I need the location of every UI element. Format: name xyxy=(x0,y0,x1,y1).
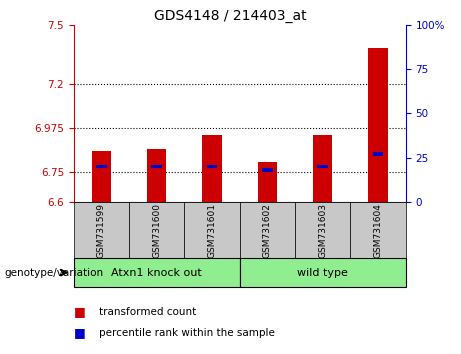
Bar xyxy=(74,202,129,258)
Bar xyxy=(92,151,111,202)
Bar xyxy=(96,165,107,168)
Bar xyxy=(240,258,406,287)
Text: GSM731600: GSM731600 xyxy=(152,202,161,258)
Text: GSM731603: GSM731603 xyxy=(318,202,327,258)
Bar xyxy=(262,168,273,171)
Bar xyxy=(207,165,218,168)
Text: percentile rank within the sample: percentile rank within the sample xyxy=(99,328,275,338)
Bar xyxy=(151,165,162,168)
Text: Atxn1 knock out: Atxn1 knock out xyxy=(112,268,202,278)
Text: GSM731604: GSM731604 xyxy=(373,202,383,258)
Bar xyxy=(372,152,384,155)
Bar xyxy=(258,162,277,202)
Bar xyxy=(313,135,332,202)
Bar xyxy=(74,258,240,287)
Bar xyxy=(129,202,184,258)
Text: GSM731599: GSM731599 xyxy=(97,202,106,258)
Text: GDS4148 / 214403_at: GDS4148 / 214403_at xyxy=(154,9,307,23)
Bar xyxy=(202,135,222,202)
Text: ■: ■ xyxy=(74,305,85,318)
Text: GSM731602: GSM731602 xyxy=(263,202,272,258)
Bar xyxy=(184,202,240,258)
Bar xyxy=(295,202,350,258)
Bar xyxy=(350,202,406,258)
Bar xyxy=(147,149,166,202)
Bar xyxy=(317,165,328,168)
Text: ■: ■ xyxy=(74,326,85,339)
Text: transformed count: transformed count xyxy=(99,307,196,316)
Text: wild type: wild type xyxy=(297,268,348,278)
Bar xyxy=(240,202,295,258)
Bar xyxy=(368,48,388,202)
Text: GSM731601: GSM731601 xyxy=(207,202,217,258)
Text: genotype/variation: genotype/variation xyxy=(5,268,104,278)
